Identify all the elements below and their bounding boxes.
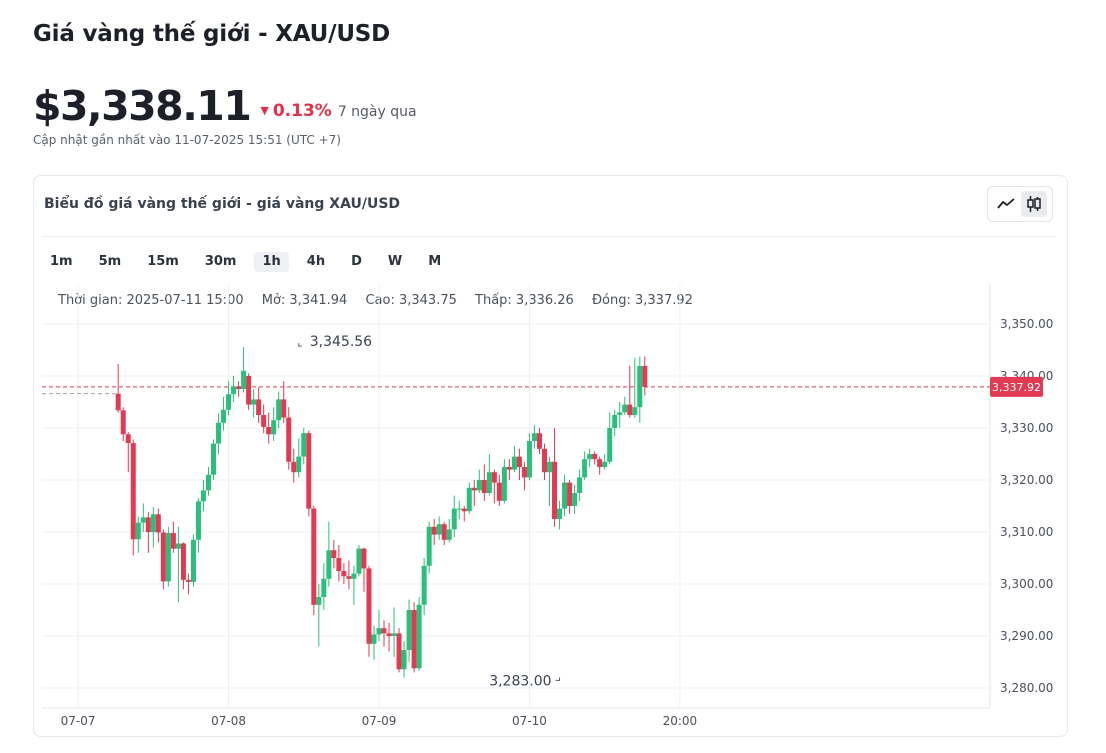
- current-price: $3,338.11: [33, 82, 252, 130]
- change-period: 7 ngày qua: [337, 104, 417, 120]
- interval-selector: 1m 5m 15m 30m 1h 4h D W M: [42, 252, 459, 272]
- interval-30m[interactable]: 30m: [204, 254, 237, 269]
- line-chart-icon: [997, 198, 1015, 209]
- interval-m[interactable]: M: [428, 254, 442, 269]
- candlestick-icon: [1027, 196, 1041, 212]
- chart-view-toggle: [987, 186, 1053, 222]
- interval-15m[interactable]: 15m: [147, 254, 179, 269]
- interval-4h[interactable]: 4h: [306, 254, 326, 269]
- interval-d[interactable]: D: [351, 254, 362, 269]
- candlestick-view-button[interactable]: [1021, 191, 1047, 217]
- interval-w[interactable]: W: [387, 254, 403, 269]
- ohlc-low: Thấp: 3,336.26: [475, 293, 574, 308]
- line-view-button[interactable]: [993, 191, 1019, 217]
- ohlc-readout: Thời gian: 2025-07-11 15:00 Mở: 3,341.94…: [58, 293, 707, 308]
- price-summary: $3,338.11 ▼ 0.13% 7 ngày qua: [33, 82, 417, 130]
- last-updated: Cập nhật gần nhất vào 11-07-2025 15:51 (…: [33, 133, 341, 147]
- ohlc-high: Cao: 3,343.75: [365, 293, 457, 308]
- page-title: Giá vàng thế giới - XAU/USD: [33, 21, 391, 47]
- ohlc-open: Mở: 3,341.94: [261, 293, 348, 308]
- ohlc-time: Thời gian: 2025-07-11 15:00: [58, 293, 244, 308]
- chart-card: Biểu đồ giá vàng thế giới - giá vàng XAU…: [33, 175, 1068, 737]
- down-arrow-icon: ▼: [260, 104, 269, 117]
- ohlc-close: Đóng: 3,337.92: [591, 293, 693, 308]
- interval-1m[interactable]: 1m: [50, 254, 73, 269]
- interval-5m[interactable]: 5m: [98, 254, 122, 269]
- interval-1h[interactable]: 1h: [254, 252, 289, 272]
- chart-title: Biểu đồ giá vàng thế giới - giá vàng XAU…: [44, 196, 401, 212]
- card-divider: [42, 236, 1055, 237]
- price-change: 0.13%: [272, 101, 332, 121]
